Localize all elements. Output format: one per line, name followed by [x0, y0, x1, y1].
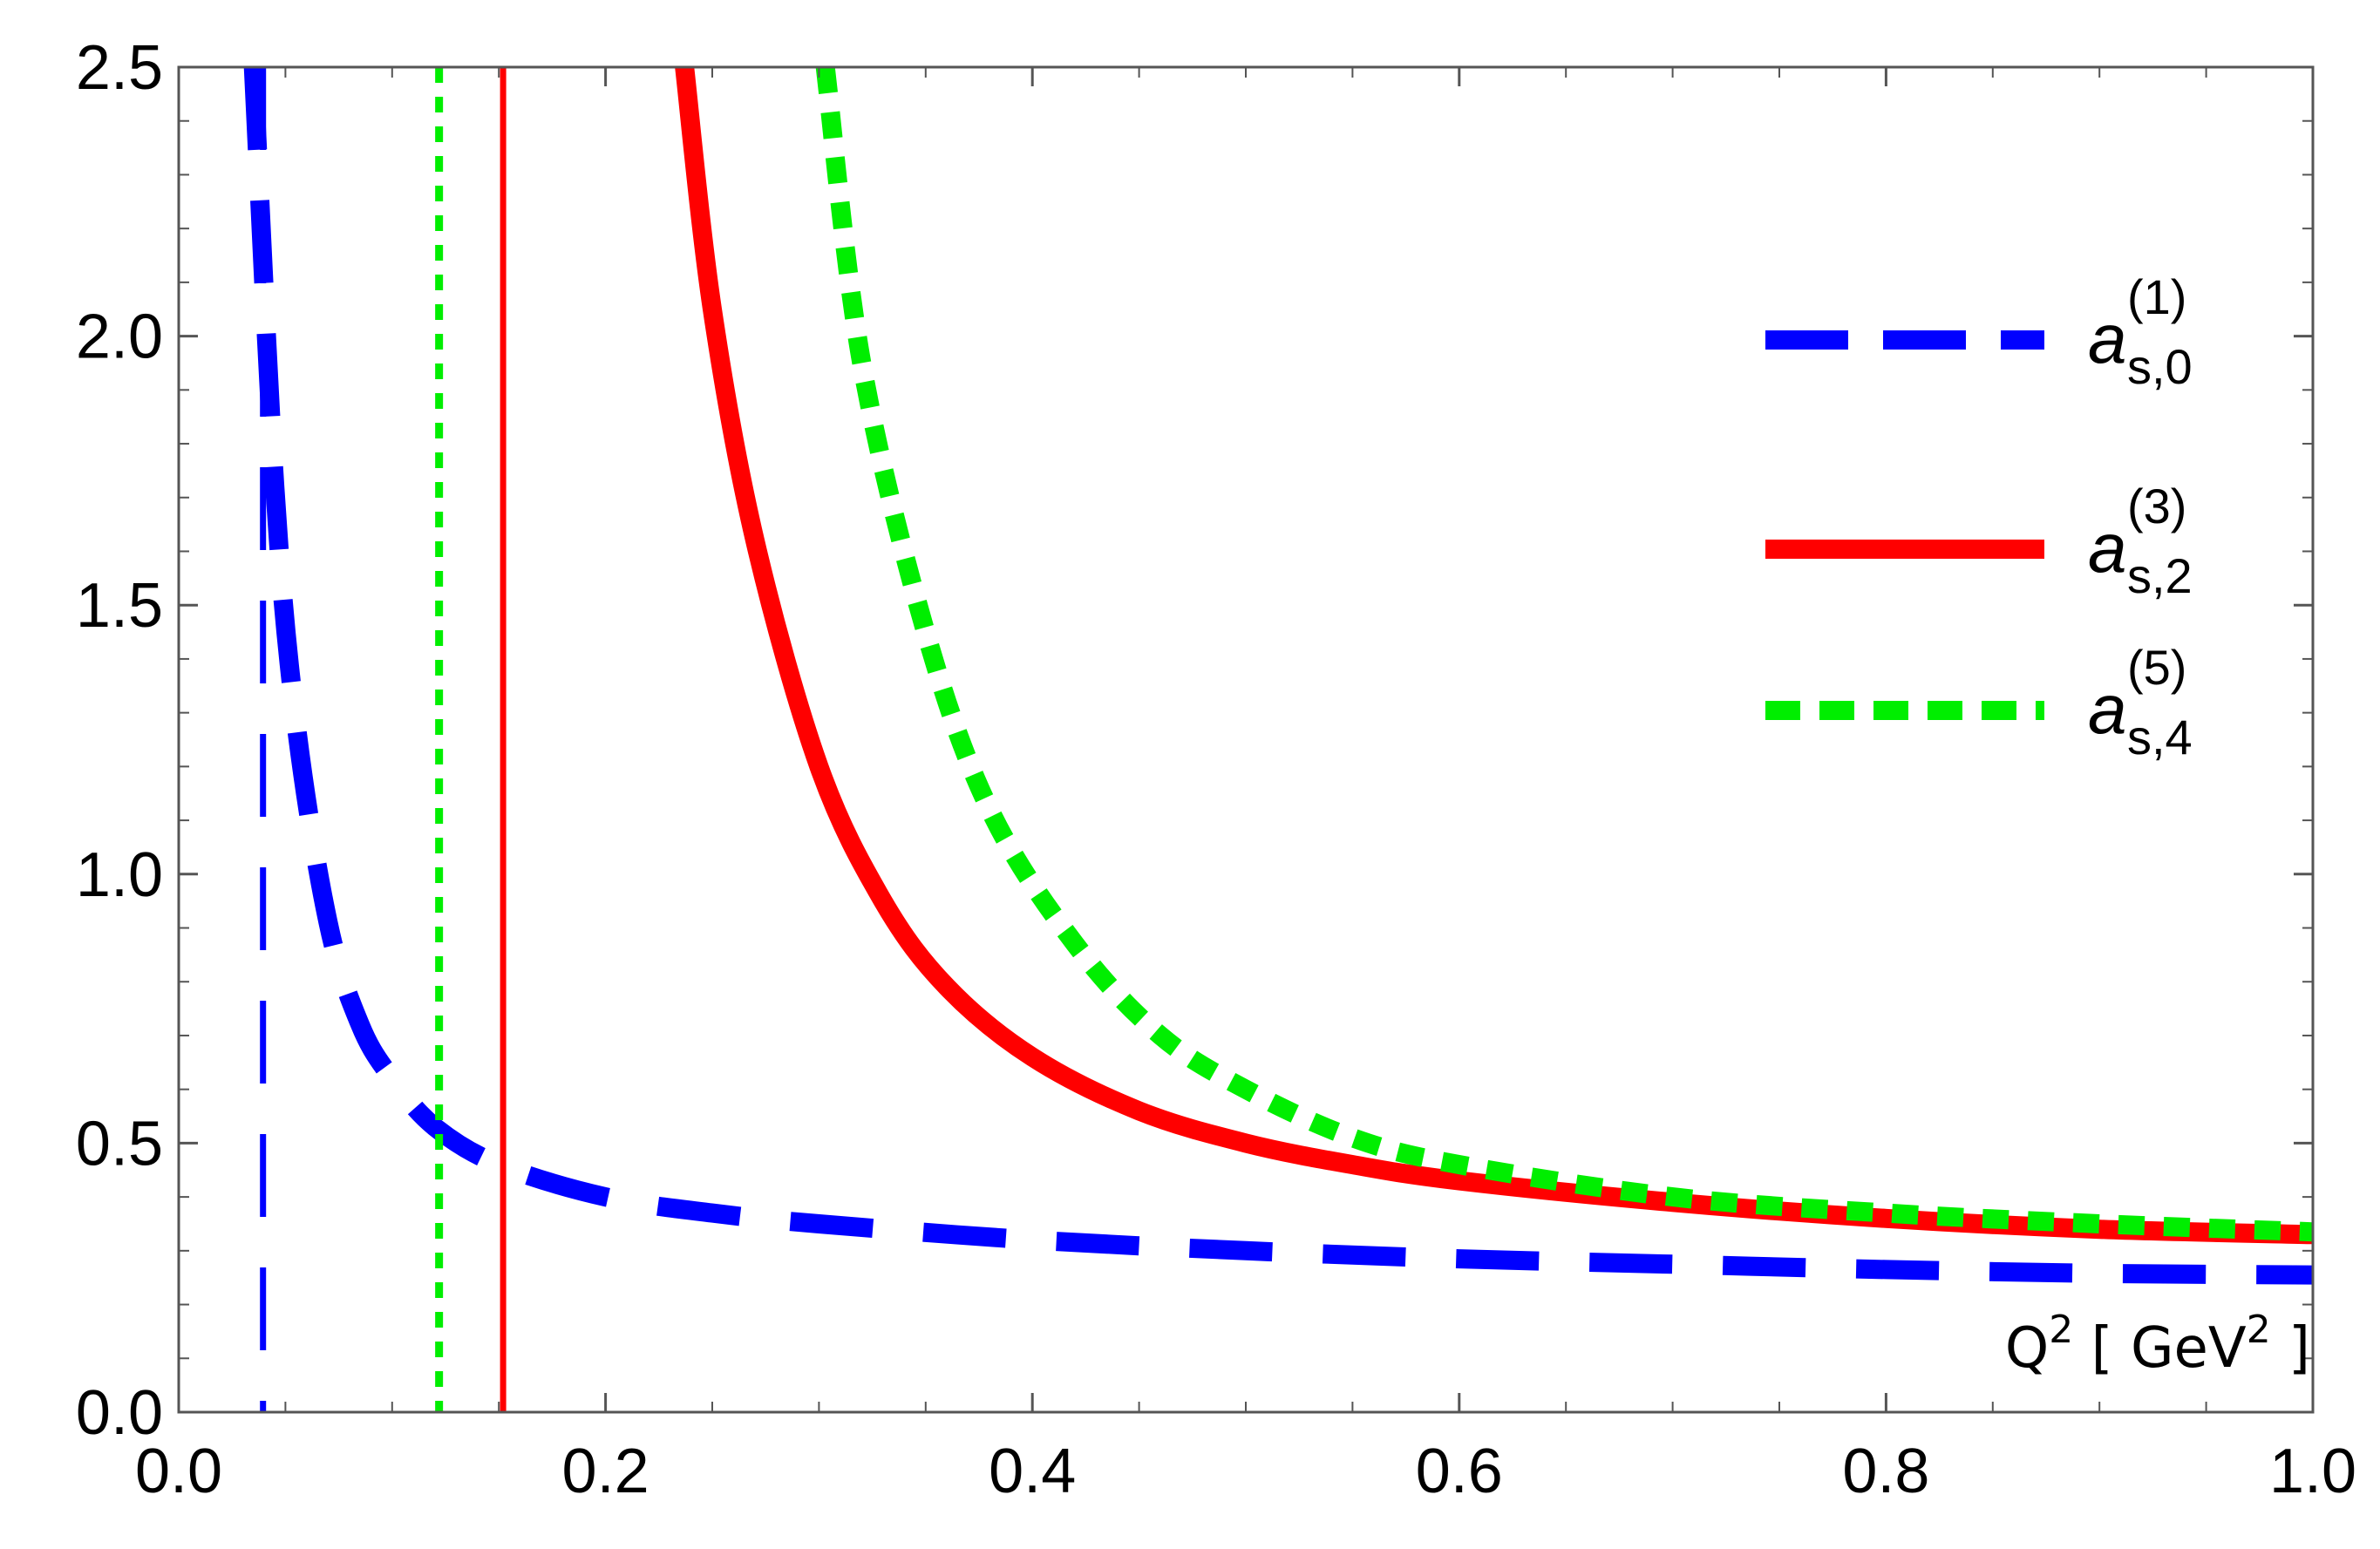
- x-tick-label: 0.4: [989, 1437, 1076, 1506]
- x-tick-label: 0.8: [1842, 1437, 1929, 1506]
- y-tick-label: 1.5: [76, 571, 163, 641]
- y-tick-label: 0.0: [76, 1378, 163, 1448]
- plot-frame: [177, 65, 2315, 1414]
- y-tick-label: 2.5: [76, 33, 163, 103]
- legend-label-s3-base: a: [2088, 670, 2127, 748]
- legend: a s,0(1)a s,2(3)a s,4(5): [1765, 269, 2193, 764]
- series-s3-line: [815, 67, 2313, 1242]
- x-axis-title-part: 2: [2247, 1308, 2271, 1352]
- y-tick-label: 1.0: [76, 840, 163, 910]
- legend-label-s3-sup: (5): [2127, 640, 2186, 695]
- x-axis-title-part: ]: [2271, 1316, 2310, 1381]
- x-axis-title-part: Q: [2005, 1316, 2049, 1381]
- x-axis-title: Q2 [ GeV2 ]: [2005, 1308, 2310, 1381]
- series-s1-line: [243, 67, 2313, 1285]
- x-tick-label: 0.6: [1416, 1437, 1503, 1506]
- series-layer: [243, 67, 2313, 1412]
- legend-label-s3-sub: s,4: [2127, 710, 2193, 764]
- ticks-layer: 0.0 0.2 0.4 0.6 0.8 1.0 0.0 0.5 1.0 1.5 2.0 2.5: [76, 33, 2356, 1506]
- legend-label-s1-sup: (1): [2127, 269, 2186, 324]
- x-tick-label: 1.0: [2269, 1437, 2356, 1506]
- y-tick-label: 0.5: [76, 1109, 163, 1179]
- legend-label-s1-base: a: [2088, 300, 2127, 377]
- legend-label-s2-sup: (3): [2127, 479, 2186, 533]
- x-tick-label: 0.0: [135, 1437, 222, 1506]
- x-axis-title-part: GeV: [2131, 1316, 2247, 1381]
- legend-label-s1-sub: s,0: [2127, 339, 2193, 394]
- y-tick-label: 2.0: [76, 302, 163, 372]
- x-axis-title-part: [: [2073, 1316, 2131, 1381]
- x-tick-label: 0.2: [562, 1437, 649, 1506]
- x-axis-title-part: 2: [2049, 1308, 2073, 1352]
- legend-label-s2-base: a: [2088, 509, 2127, 587]
- legend-label-s2-sub: s,2: [2127, 548, 2193, 603]
